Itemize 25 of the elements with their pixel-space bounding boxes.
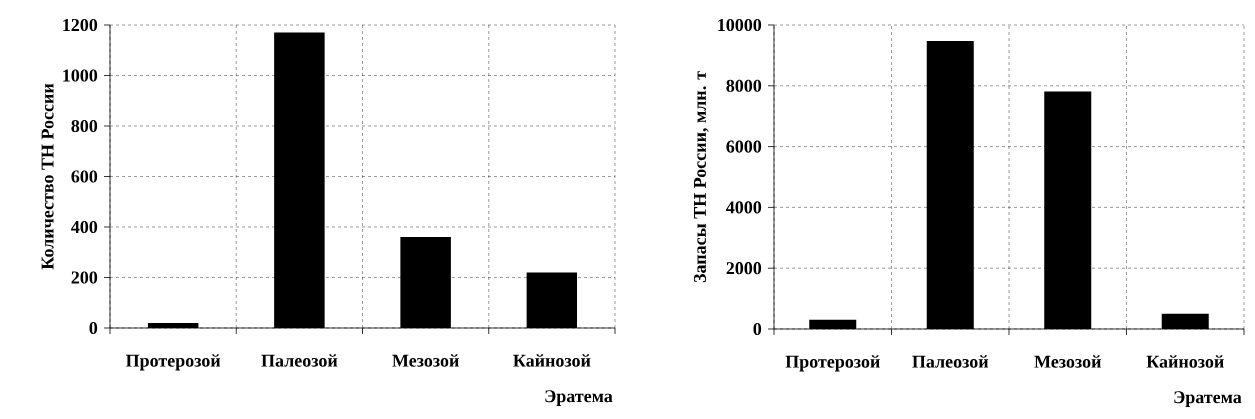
y-axis-title: Запасы ТН России, млн. т	[693, 71, 709, 283]
x-tick-label: Кайнозой	[513, 354, 591, 367]
x-tick-label: Палеозой	[912, 355, 989, 368]
y-tick-label: 200	[71, 271, 98, 284]
y-tick-label: 600	[71, 170, 98, 183]
x-tick-label: Кайнозой	[1146, 355, 1224, 368]
y-tick-label: 1200	[63, 18, 98, 32]
y-axis-title: Количество ТН России	[41, 83, 54, 270]
x-axis-title: Эратема	[1174, 391, 1242, 407]
x-tick-label: Протерозой	[125, 354, 221, 371]
x-tick-label: Мезозой	[1034, 355, 1101, 368]
y-tick-label: 2000	[726, 262, 762, 275]
y-tick-label: 800	[71, 119, 98, 133]
y-tick-label: 4000	[726, 201, 762, 214]
y-tick-label: 8000	[726, 79, 762, 92]
x-tick-label: Мезозой	[392, 354, 459, 367]
x-tick-label: Протерозой	[785, 355, 880, 372]
x-tick-label: Палеозой	[261, 354, 338, 367]
y-tick-label: 0	[89, 321, 98, 335]
x-axis-title: Эратема	[545, 390, 613, 406]
y-tick-label: 10000	[718, 18, 762, 32]
y-tick-label: 0	[753, 322, 762, 336]
y-tick-label: 1000	[63, 69, 98, 82]
y-tick-label: 400	[71, 220, 98, 234]
y-tick-label: 6000	[726, 140, 762, 153]
